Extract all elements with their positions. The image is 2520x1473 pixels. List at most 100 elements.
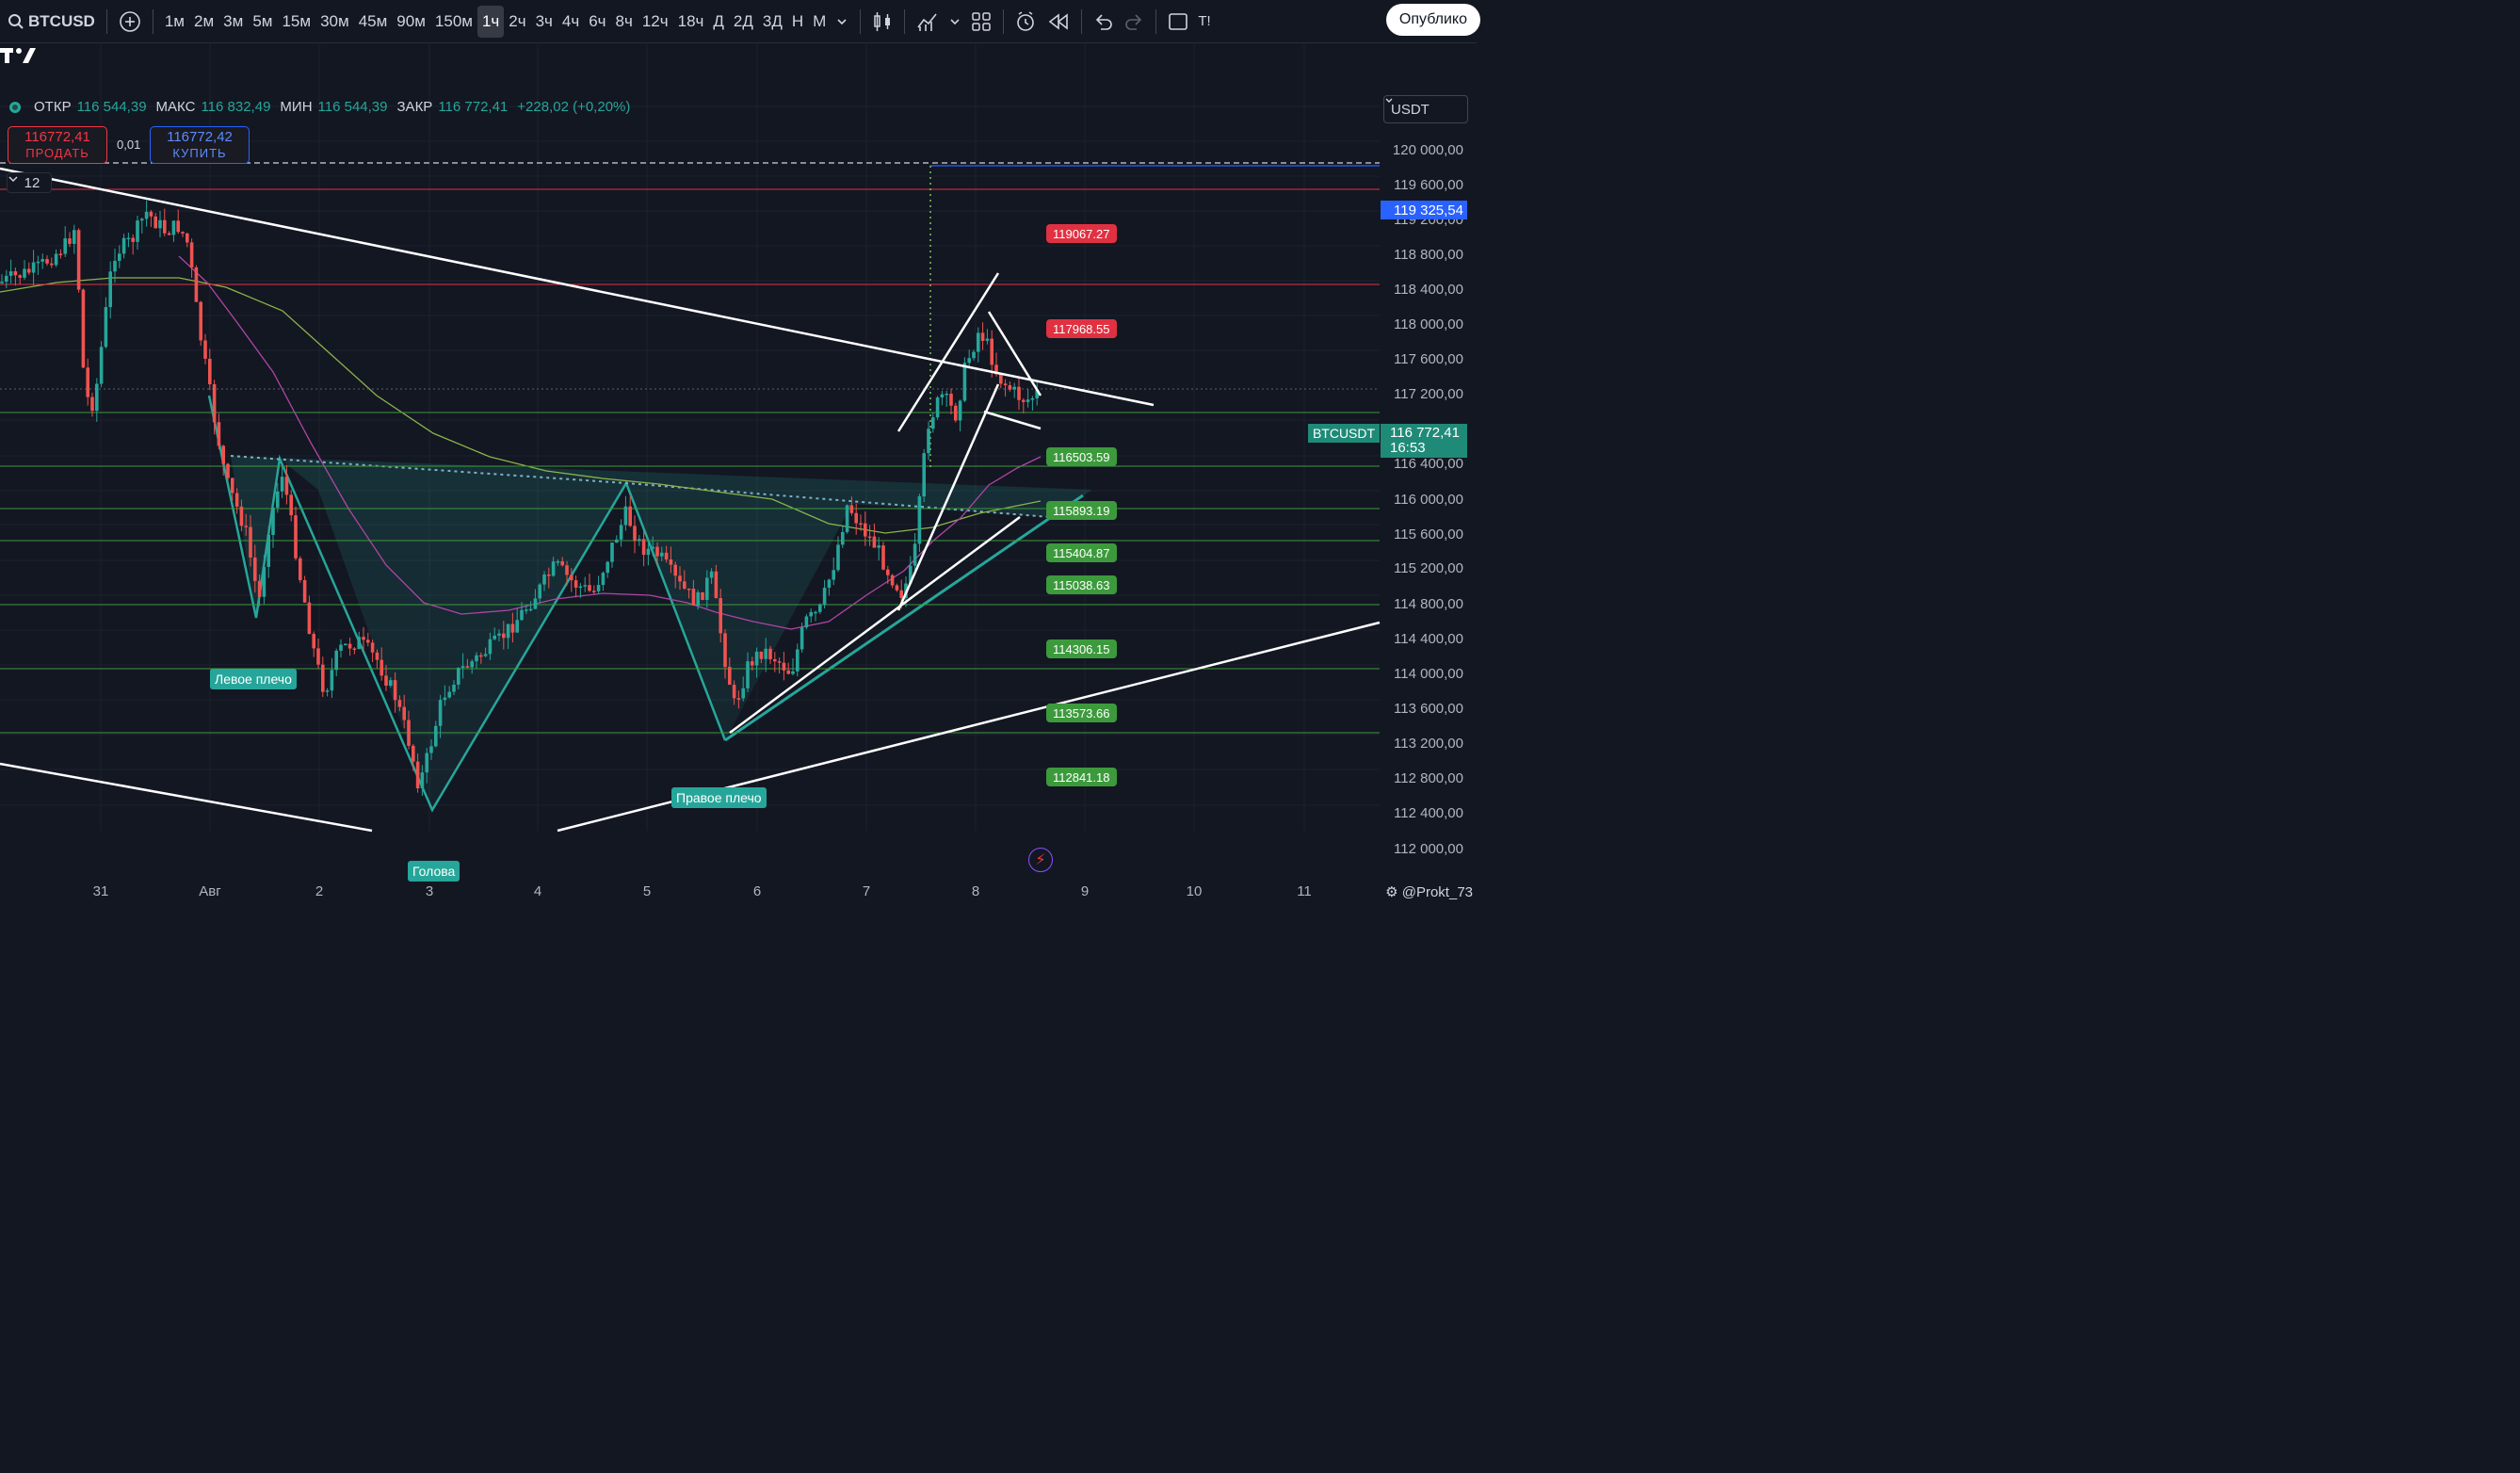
lightning-icon[interactable]: ⚡	[1028, 848, 1053, 872]
divider	[1003, 8, 1005, 34]
price-tick-label: 115 600,00	[1394, 526, 1463, 542]
level-tag[interactable]: 113573.66	[1046, 704, 1117, 722]
candle-body	[1026, 399, 1030, 402]
sell-button[interactable]: 116772,41 ПРОДАТЬ	[8, 126, 107, 164]
interval-button[interactable]: 1ч	[477, 5, 505, 38]
low-label: МИН	[280, 99, 313, 115]
candle-body	[746, 661, 750, 688]
interval-button[interactable]: 150м	[434, 11, 473, 30]
price-tick-label: 118 400,00	[1394, 282, 1463, 298]
tradingview-logo	[0, 48, 36, 63]
indicators-button[interactable]	[912, 6, 944, 38]
level-tag[interactable]: 115038.63	[1046, 575, 1117, 594]
interval-button[interactable]: 12ч	[641, 11, 669, 30]
symbol-price-tag: BTCUSDT	[1308, 424, 1380, 443]
price-tick-label: 113 600,00	[1394, 701, 1463, 717]
indicators-collapse-button[interactable]: 12	[7, 172, 52, 193]
interval-button[interactable]: 15м	[282, 11, 312, 30]
candle-body	[683, 581, 687, 589]
candle-body	[542, 575, 546, 585]
candle-body	[954, 405, 958, 421]
compare-add-button[interactable]	[114, 6, 146, 38]
interval-button[interactable]: 2Д	[733, 11, 753, 30]
interval-button[interactable]: 1м	[164, 11, 185, 30]
candle-body	[208, 358, 212, 384]
interval-button[interactable]: 3Д	[762, 11, 783, 30]
candle-body	[864, 523, 867, 537]
interval-button[interactable]: 8ч	[615, 11, 633, 30]
alert-button[interactable]	[1010, 6, 1042, 38]
interval-button[interactable]: 90м	[396, 11, 426, 30]
indicators-dropdown-button[interactable]	[944, 6, 966, 38]
interval-dropdown-button[interactable]	[831, 6, 853, 38]
candle-body	[709, 571, 714, 578]
undo-button[interactable]	[1089, 6, 1119, 38]
candle-body	[881, 545, 885, 570]
currency-select[interactable]: USDT	[1383, 95, 1468, 123]
truncated-button[interactable]: Т!	[1193, 6, 1215, 38]
chevron-down-icon	[1385, 98, 1393, 103]
price-tick-label: 114 400,00	[1394, 631, 1463, 647]
candle-body	[380, 659, 383, 676]
interval-button[interactable]: 45м	[358, 11, 388, 30]
interval-button[interactable]: 4ч	[561, 11, 580, 30]
candle-body	[262, 566, 267, 597]
publish-button[interactable]: Опублико	[1385, 4, 1480, 36]
candle-body	[678, 575, 682, 582]
level-tag[interactable]: 119067.27	[1046, 224, 1117, 243]
candle-body	[696, 591, 700, 607]
price-tick-label: 119 600,00	[1394, 177, 1463, 193]
candle-body	[525, 609, 528, 611]
interval-button[interactable]: Д	[713, 11, 724, 30]
replay-button[interactable]	[1042, 6, 1074, 38]
candle-body	[203, 340, 207, 359]
candle-body	[506, 623, 510, 639]
level-tag[interactable]: 114306.15	[1046, 639, 1117, 658]
redo-button[interactable]	[1119, 6, 1149, 38]
candle-body	[90, 397, 94, 412]
candle-body	[189, 242, 194, 267]
candle-body	[294, 515, 298, 558]
fullscreen-button[interactable]	[1163, 6, 1193, 38]
candle-body	[212, 383, 217, 423]
alert-price-tag[interactable]: 119 325,54	[1381, 201, 1467, 219]
symbol-search[interactable]: BTCUSD	[0, 6, 100, 38]
price-tick-label: 118 000,00	[1394, 316, 1463, 332]
price-chart[interactable]	[0, 44, 1477, 863]
level-tag[interactable]: 112841.18	[1046, 768, 1117, 786]
interval-button[interactable]: 2ч	[509, 11, 526, 30]
level-tag[interactable]: 115893.19	[1046, 501, 1117, 520]
chart-area[interactable]: ОТКР 116 544,39 МАКС 116 832,49 МИН 116 …	[0, 44, 1477, 900]
candle-body	[641, 539, 646, 556]
interval-button[interactable]: 3ч	[535, 11, 553, 30]
time-tick-label: 9	[1080, 883, 1090, 899]
buy-button[interactable]: 116772,42 КУПИТЬ	[150, 126, 250, 164]
interval-button[interactable]: 18ч	[677, 11, 704, 30]
close-label: ЗАКР	[396, 99, 433, 115]
interval-button[interactable]: Н	[791, 11, 804, 30]
interval-button[interactable]: 2м	[194, 11, 215, 30]
candle-body	[121, 237, 126, 254]
candle-body	[253, 557, 257, 581]
candle-body	[420, 772, 425, 789]
candle-body	[660, 552, 664, 557]
candle-body	[68, 238, 72, 244]
candle-body	[723, 633, 727, 668]
level-tag[interactable]: 116503.59	[1046, 447, 1117, 466]
interval-button[interactable]: 3м	[223, 11, 244, 30]
level-tag[interactable]: 115404.87	[1046, 543, 1117, 562]
interval-button[interactable]: 30м	[320, 11, 349, 30]
interval-button[interactable]: 5м	[252, 11, 273, 30]
candle-body	[176, 220, 180, 233]
level-tag[interactable]: 117968.55	[1046, 319, 1117, 338]
candle-body	[814, 611, 817, 614]
candle-body	[967, 358, 971, 364]
interval-button[interactable]: 6ч	[589, 11, 606, 30]
interval-button[interactable]: М	[813, 11, 827, 30]
interval-list: 1м 2м 3м 5м 15м 30м 45м 90м 150м 1ч 2ч 3ч 4ч 6ч 8ч 12ч 1…	[160, 5, 831, 38]
layouts-button[interactable]	[966, 6, 996, 38]
bar-countdown: 16:53	[1390, 440, 1426, 456]
chart-type-button[interactable]	[867, 6, 897, 38]
candle-body	[895, 585, 899, 591]
time-tick-label: 3	[425, 883, 434, 899]
